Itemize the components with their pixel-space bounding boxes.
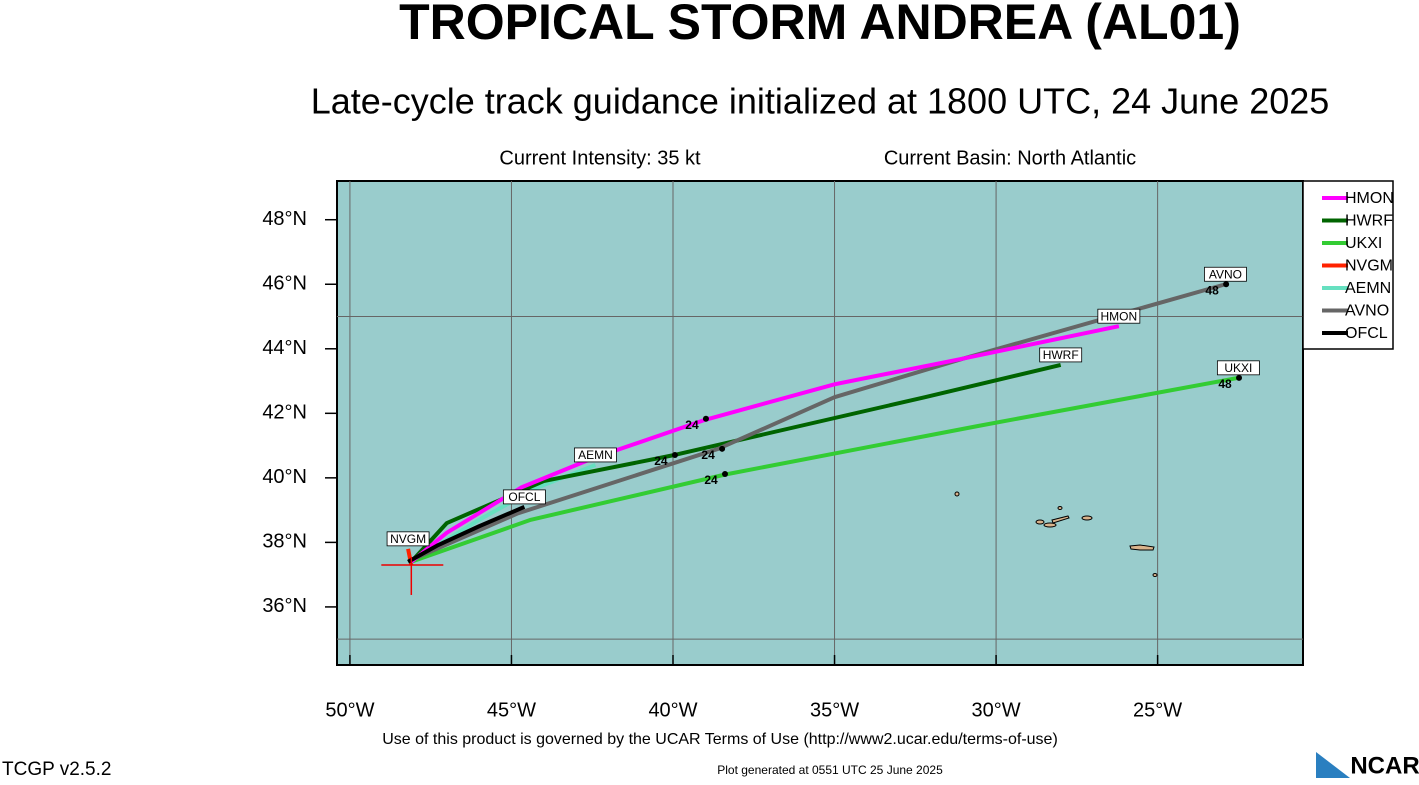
x-tick-label: 30°W: [972, 699, 1021, 721]
legend-label: HMON: [1345, 190, 1394, 207]
track-label-box: [574, 447, 617, 463]
track-label: HMON: [1101, 309, 1138, 323]
forecast-point: [702, 415, 709, 422]
chart-title: TROPICAL STORM ANDREA (AL01): [399, 0, 1241, 50]
y-tick-label: 44°N: [262, 337, 307, 359]
logo: NCAR: [1350, 752, 1419, 779]
forecast-point: [671, 451, 678, 458]
islands: [954, 491, 1158, 577]
forecast-point: [1223, 281, 1230, 288]
version: TCGP v2.5.2: [2, 759, 111, 780]
track-label-box: [1039, 347, 1083, 363]
track-label-box: [1097, 308, 1141, 324]
track-label-box: [502, 489, 546, 505]
forecast-point: [719, 445, 726, 452]
forecast-hour: 24: [704, 473, 718, 487]
track-label: OFCL: [508, 490, 540, 504]
forecast-hour: 24: [701, 448, 715, 462]
y-tick-label: 46°N: [262, 273, 307, 295]
track-label: UKXI: [1224, 361, 1252, 375]
track-line: [413, 282, 1227, 561]
track-label: NVGM: [390, 532, 426, 546]
forecast-hour: 48: [1205, 283, 1219, 297]
forecast-hour: 48: [1218, 377, 1232, 391]
basin: Current Basin: North Atlantic: [884, 147, 1136, 169]
track-line: [409, 362, 1062, 564]
legend-label: AVNO: [1345, 303, 1389, 320]
generated: Plot generated at 0551 UTC 25 June 2025: [717, 763, 943, 777]
x-tick-label: 40°W: [648, 699, 697, 721]
track-line: [410, 324, 1120, 564]
y-tick-label: 38°N: [262, 531, 307, 553]
x-tick-label: 45°W: [487, 699, 536, 721]
y-tick-label: 48°N: [262, 208, 307, 230]
track-label-box: [1204, 266, 1247, 282]
track-label: AEMN: [578, 448, 613, 462]
legend-label: AEMN: [1345, 280, 1391, 297]
logo-mark: [1316, 752, 1350, 778]
legend-label: HWRF: [1345, 213, 1393, 230]
intensity: Current Intensity: 35 kt: [499, 147, 701, 169]
track-label: AVNO: [1209, 267, 1242, 281]
track-line: [407, 505, 526, 564]
x-tick-label: 50°W: [325, 699, 374, 721]
x-tick-label: 35°W: [810, 699, 859, 721]
footer: Use of this product is governed by the U…: [382, 731, 1058, 748]
forecast-point: [1236, 374, 1243, 381]
forecast-point: [722, 470, 729, 477]
forecast-hour: 24: [685, 418, 699, 432]
chart-subtitle: Late-cycle track guidance initialized at…: [311, 81, 1330, 122]
x-tick-label: 25°W: [1133, 699, 1182, 721]
track-label-box: [1216, 360, 1260, 376]
y-tick-label: 42°N: [262, 402, 307, 424]
legend-label: UKXI: [1345, 235, 1382, 252]
y-tick-label: 40°N: [262, 466, 307, 488]
track-label: HWRF: [1043, 348, 1079, 362]
track-label-box: [386, 531, 430, 547]
forecast-hour: 24: [654, 454, 668, 468]
legend-label: OFCL: [1345, 325, 1388, 342]
legend-label: NVGM: [1345, 258, 1393, 275]
y-tick-label: 36°N: [262, 595, 307, 617]
